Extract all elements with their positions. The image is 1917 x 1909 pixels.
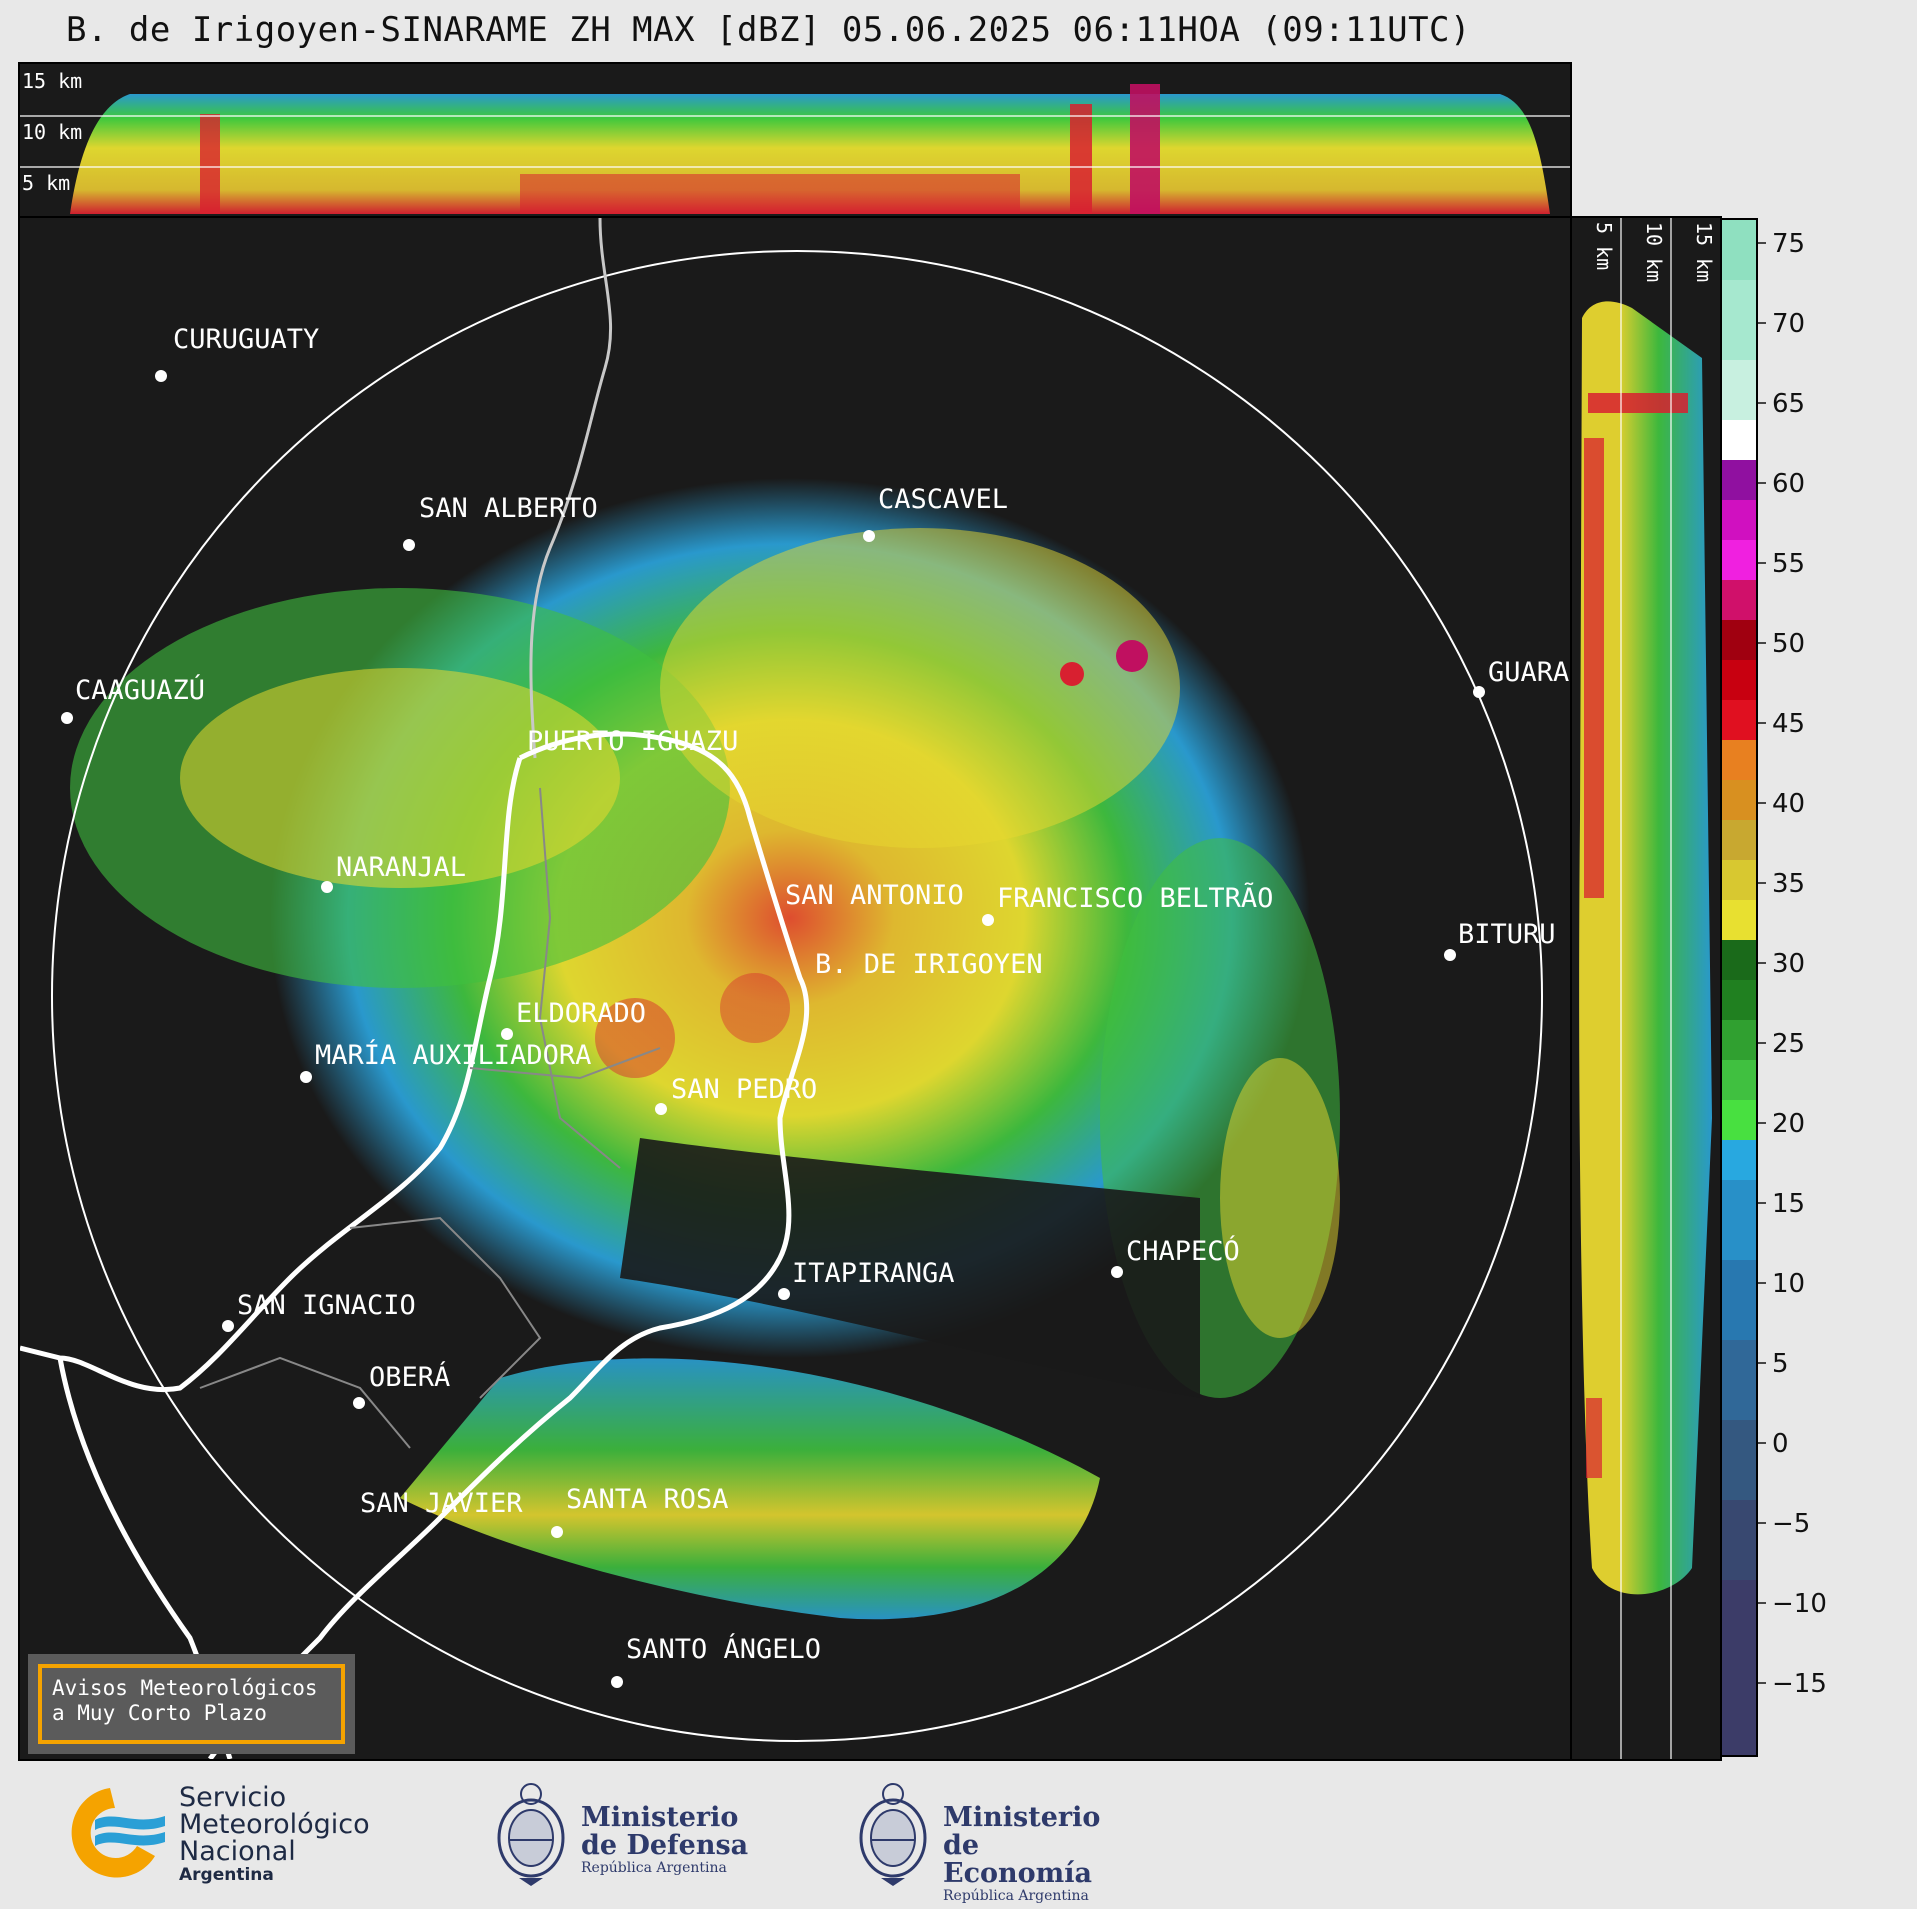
top-label-5km: 5 km — [22, 171, 70, 195]
city-label: CAAGUAZÚ — [75, 674, 205, 706]
city-curuguaty: CURUGUATY — [155, 324, 319, 382]
city-san-alberto: SAN ALBERTO — [403, 493, 598, 551]
side-label-10km: 10 km — [1642, 222, 1666, 282]
economia-line-1: Ministerio — [943, 1802, 1101, 1833]
city-san-antonio: SAN ANTONIO — [785, 880, 964, 911]
colorbar-tick-label: 55 — [1772, 549, 1805, 579]
city-label: SANTO ÁNGELO — [626, 1633, 821, 1665]
city-label: SAN ANTONIO — [785, 880, 964, 911]
colorbar-tick-label: 30 — [1772, 949, 1805, 979]
side-label-5km: 5 km — [1592, 222, 1616, 270]
city-eldorado: ELDORADO — [501, 998, 646, 1040]
defensa-line-1: Ministerio — [581, 1802, 739, 1833]
city-label: B. DE IRIGOYEN — [815, 949, 1043, 980]
city-b-de-irigoyen: B. DE IRIGOYEN — [815, 949, 1043, 980]
city-label: SAN JAVIER — [360, 1488, 523, 1519]
city-maria-auxiliadora: MARÍA AUXILIADORA — [300, 1039, 591, 1083]
colorbar-tick-label: 35 — [1772, 869, 1805, 899]
defensa-sub: República Argentina — [581, 1860, 727, 1876]
smn-line-4: Argentina — [179, 1865, 274, 1885]
side-cross-section: 5 km 10 km 15 km — [1570, 216, 1722, 1761]
city-label: SANTA ROSA — [566, 1484, 729, 1515]
city-label: SAN ALBERTO — [419, 493, 598, 524]
city-itapiranga: ITAPIRANGA — [778, 1258, 955, 1300]
city-label: CHAPECÓ — [1126, 1235, 1240, 1267]
city-santa-rosa: SANTA ROSA — [551, 1484, 729, 1538]
city-label: SAN IGNACIO — [237, 1290, 416, 1321]
city-label: CURUGUATY — [173, 324, 319, 355]
economia-logo: Ministerio de Economía República Argenti… — [857, 1778, 1127, 1904]
colorbar-tick-label: 50 — [1772, 629, 1805, 659]
city-label: MARÍA AUXILIADORA — [315, 1039, 591, 1071]
smn-emblem-icon — [71, 1788, 165, 1878]
city-label: NARANJAL — [336, 852, 466, 883]
argentina-shield-icon — [859, 1783, 927, 1886]
argentina-shield-icon — [497, 1783, 565, 1886]
city-label: ELDORADO — [516, 998, 646, 1029]
city-obera: OBERÁ — [353, 1361, 450, 1409]
defensa-logo: Ministerio de Defensa República Argentin… — [495, 1778, 755, 1888]
colorbar-tick-label: 75 — [1772, 229, 1805, 259]
dbz-colorbar — [1720, 218, 1758, 1757]
smn-line-3: Nacional — [179, 1836, 296, 1867]
city-santo-angelo: SANTO ÁNGELO — [611, 1633, 821, 1688]
notice-line-2: a Muy Corto Plazo — [52, 1701, 267, 1725]
city-label: BITURU — [1458, 919, 1556, 950]
notice-line-1: Avisos Meteorológicos — [52, 1676, 318, 1700]
city-label: SAN PEDRO — [671, 1074, 817, 1105]
city-san-javier: SAN JAVIER — [360, 1488, 523, 1519]
city-label: ITAPIRANGA — [792, 1258, 955, 1289]
city-san-pedro: SAN PEDRO — [655, 1074, 817, 1115]
city-label: CASCAVEL — [878, 484, 1008, 515]
city-chapeco: CHAPECÓ — [1111, 1235, 1240, 1278]
colorbar-tick-label: 0 — [1772, 1429, 1789, 1459]
city-guara: GUARA — [1473, 657, 1569, 698]
colorbar-tick-label: 15 — [1772, 1189, 1805, 1219]
top-label-10km: 10 km — [22, 120, 82, 144]
colorbar-tick-label: 25 — [1772, 1029, 1805, 1059]
city-francisco-beltrao: FRANCISCO BELTRÃO — [982, 882, 1273, 926]
smn-line-2: Meteorológico — [179, 1809, 370, 1840]
smn-line-1: Servicio — [179, 1782, 287, 1813]
colorbar-tick-label: 65 — [1772, 389, 1805, 419]
side-label-15km: 15 km — [1692, 222, 1716, 282]
city-puerto-iguazu: PUERTO IGUAZU — [527, 726, 738, 757]
colorbar-tick-label: 5 — [1772, 1349, 1789, 1379]
smn-logo: Servicio Meteorológico Nacional Argentin… — [55, 1778, 385, 1888]
top-cross-section: 15 km 10 km 5 km — [18, 62, 1572, 218]
colorbar-tick-label: −10 — [1772, 1589, 1827, 1619]
city-label: GUARA — [1488, 657, 1569, 688]
colorbar-tick-label: 10 — [1772, 1269, 1805, 1299]
page-title: B. de Irigoyen-SINARAME ZH MAX [dBZ] 05.… — [66, 10, 1471, 50]
city-label: PUERTO IGUAZU — [527, 726, 738, 757]
city-label: FRANCISCO BELTRÃO — [997, 882, 1273, 914]
city-cascavel: CASCAVEL — [863, 484, 1008, 542]
economia-line-2: de Economía — [943, 1830, 1092, 1889]
colorbar-tick-label: 70 — [1772, 309, 1805, 339]
colorbar-tick-label: −5 — [1772, 1509, 1810, 1539]
city-san-ignacio: SAN IGNACIO — [222, 1290, 416, 1332]
colorbar-tick-label: 20 — [1772, 1109, 1805, 1139]
defensa-line-2: de Defensa — [581, 1830, 749, 1861]
colorbar-tick-label: 40 — [1772, 789, 1805, 819]
city-label: OBERÁ — [369, 1361, 450, 1393]
colorbar-tick-label: −15 — [1772, 1669, 1827, 1699]
city-naranjal: NARANJAL — [321, 852, 466, 893]
colorbar-tick-label: 60 — [1772, 469, 1805, 499]
city-caaguazu: CAAGUAZÚ — [61, 674, 205, 724]
notice-box: Avisos Meteorológicos a Muy Corto Plazo — [28, 1654, 355, 1754]
economia-sub: República Argentina — [943, 1888, 1089, 1904]
city-bituru: BITURU — [1444, 919, 1556, 961]
radar-map: CURUGUATY SAN ALBERTO CASCAVEL CAAGUAZÚ … — [18, 216, 1572, 1761]
colorbar-tick-label: 45 — [1772, 709, 1805, 739]
top-label-15km: 15 km — [22, 69, 82, 93]
